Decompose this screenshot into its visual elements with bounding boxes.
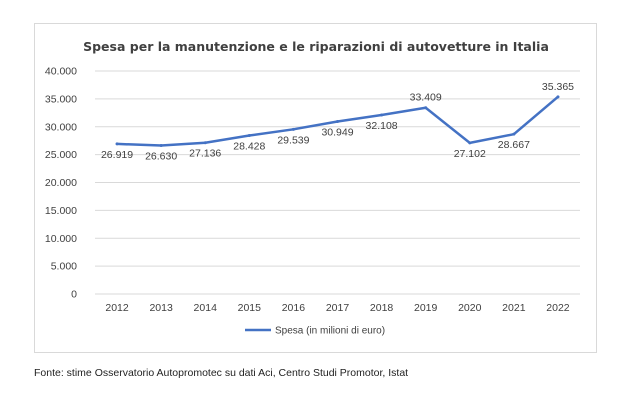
x-tick-label: 2016	[282, 302, 306, 314]
y-axis-ticks: 0 5.000 10.000 15.000 20.000 25.000 30.000 35.0…	[45, 66, 77, 301]
line-chart: Spesa per la manutenzione e le riparazio…	[45, 39, 580, 337]
data-label: 29.539	[277, 134, 309, 146]
data-label: 26.630	[145, 151, 177, 163]
data-label: 27.136	[189, 148, 221, 160]
data-point	[336, 119, 339, 123]
y-tick-label: 35.000	[45, 93, 77, 105]
data-label: 33.409	[410, 92, 442, 104]
data-point	[424, 106, 428, 110]
data-point	[291, 127, 295, 131]
source-note: Fonte: stime Osservatorio Autopromotec s…	[34, 367, 409, 379]
x-tick-label: 2018	[370, 302, 394, 314]
y-tick-label: 15.000	[45, 205, 77, 217]
data-point	[556, 95, 560, 99]
x-tick-label: 2013	[149, 302, 173, 314]
y-tick-label: 10.000	[45, 233, 77, 245]
y-tick-label: 5.000	[51, 261, 77, 273]
data-label: 26.919	[101, 149, 133, 161]
x-tick-label: 2012	[105, 302, 129, 314]
data-label: 28.428	[233, 141, 265, 153]
data-labels: 26.919 26.630 27.136 28.428 29.539 30.949 32.1…	[101, 81, 574, 163]
x-tick-label: 2022	[546, 302, 570, 314]
data-point	[203, 141, 207, 145]
x-tick-label: 2014	[194, 302, 218, 314]
chart-frame: Spesa per la manutenzione e le riparazio…	[34, 23, 597, 353]
data-label: 32.108	[366, 120, 398, 132]
y-tick-label: 30.000	[45, 121, 77, 133]
legend: Spesa (in milioni di euro)	[245, 326, 385, 337]
data-label: 28.667	[498, 139, 530, 151]
data-label: 27.102	[454, 148, 486, 160]
x-tick-label: 2017	[326, 302, 350, 314]
x-tick-label: 2015	[238, 302, 262, 314]
data-point	[115, 142, 119, 146]
data-label: 35.365	[542, 81, 574, 93]
data-point	[159, 144, 163, 148]
data-point	[247, 134, 251, 138]
gridlines	[95, 70, 580, 295]
data-point	[468, 141, 472, 145]
y-tick-label: 20.000	[45, 177, 77, 189]
x-tick-label: 2021	[502, 302, 526, 314]
x-tick-label: 2020	[458, 302, 482, 314]
y-tick-label: 40.000	[45, 66, 77, 78]
data-point	[380, 113, 384, 117]
y-tick-label: 0	[71, 289, 77, 301]
data-point	[512, 132, 516, 136]
legend-label: Spesa (in milioni di euro)	[275, 326, 385, 337]
data-label: 30.949	[321, 126, 353, 138]
x-axis-ticks: 2012 2013 2014 2015 2016 2017 2018 2019 2020 2021…	[105, 302, 569, 314]
chart-title: Spesa per la manutenzione e le riparazio…	[83, 39, 549, 54]
series-layer	[115, 95, 560, 148]
x-tick-label: 2019	[414, 302, 438, 314]
y-tick-label: 25.000	[45, 149, 77, 161]
